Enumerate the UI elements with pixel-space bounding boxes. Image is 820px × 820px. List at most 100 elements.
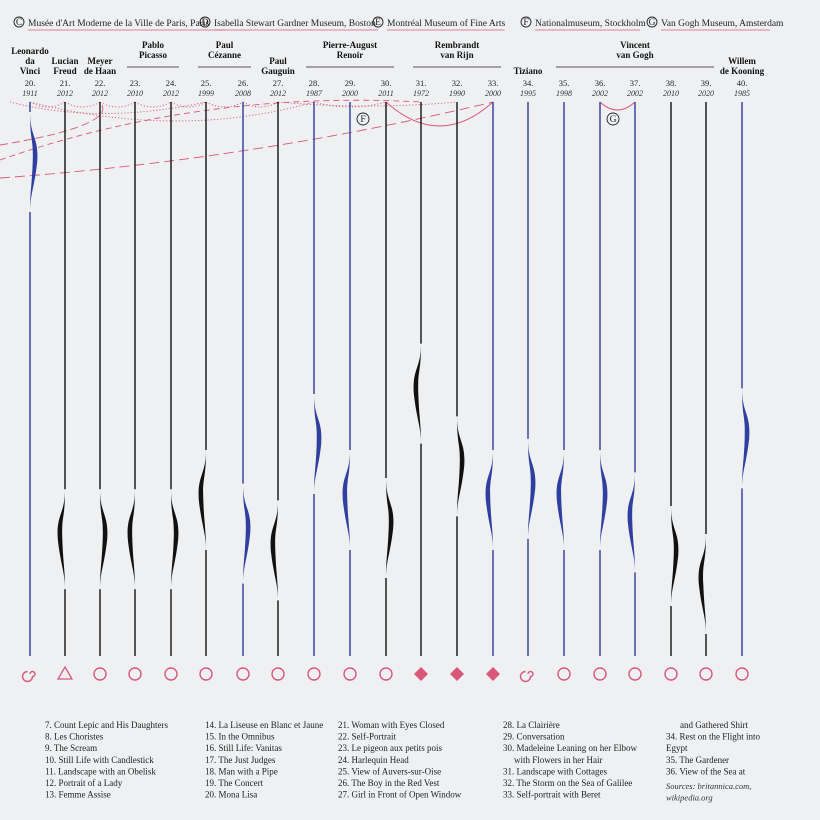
museum-marker-triangle xyxy=(56,665,74,680)
painting-list-item: 22. Self-Portrait xyxy=(338,732,396,742)
museum-marker-circle xyxy=(379,667,393,681)
painting-list-item: 14. La Liseuse en Blanc et Jaune xyxy=(205,720,323,730)
artist-name-line: Freud xyxy=(53,66,76,76)
legend-item-d: D Isabella Stewart Gardner Museum, Boston xyxy=(199,16,378,31)
dotted-link xyxy=(277,101,458,107)
museum-marker-circle xyxy=(699,667,713,681)
painting-list-item: 34. Rest on the Flight into xyxy=(666,732,761,742)
museum-marker-diamond xyxy=(486,667,500,681)
museum-marker-circle xyxy=(307,667,321,681)
legend-badge-g xyxy=(646,16,658,28)
artist-name-line: Picasso xyxy=(139,50,167,60)
dotted-link xyxy=(29,101,66,108)
theft-year: 2002 xyxy=(592,89,608,98)
museum-marker-g: G xyxy=(606,112,620,126)
artist-tiziano: Tiziano xyxy=(514,66,543,76)
museum-marker-spiral xyxy=(21,670,36,683)
painting-list-item: 7. Count Lepic and His Daughters xyxy=(45,720,168,730)
painting-column-28 xyxy=(307,102,322,681)
painting-list-item: 27. Girl in Front of Open Window xyxy=(338,790,462,800)
theft-year: 2012 xyxy=(92,89,108,98)
solid-link xyxy=(385,101,494,127)
legend-label: Van Gogh Museum, Amsterdam xyxy=(661,19,784,29)
theft-year: 2010 xyxy=(127,89,143,98)
artist-name-line: Rembrandt xyxy=(435,40,480,50)
artist-name-line: Pierre-August xyxy=(323,40,377,50)
theft-year: 1911 xyxy=(22,89,37,98)
artist-name-line: da xyxy=(25,56,35,66)
legend-letter: E xyxy=(375,18,381,28)
painting-list-item: 28. La Clairière xyxy=(503,720,560,730)
wave-shape xyxy=(198,450,206,550)
wave-shape xyxy=(386,478,394,578)
painting-list-item: 9. The Scream xyxy=(45,743,97,753)
museum-marker-diamond xyxy=(414,667,428,681)
legend-item-c: C Musée d'Art Moderne de la Ville de Pari… xyxy=(13,16,226,31)
wave-shape xyxy=(627,472,635,573)
artist-name-line: Vinci xyxy=(20,66,41,76)
museum-letter-badge xyxy=(606,112,620,126)
museum-marker-f: F xyxy=(356,112,370,126)
painting-list-item: 24. Harlequin Head xyxy=(338,755,409,765)
painting-list-item: 23. Le pigeon aux petits pois xyxy=(338,743,442,753)
painting-list-column: 14. La Liseuse en Blanc et Jaune 15. In t… xyxy=(205,720,323,800)
painting-column-30 xyxy=(379,102,394,681)
painting-list-item: 21. Woman with Eyes Closed xyxy=(338,720,445,730)
painting-column-40 xyxy=(735,102,750,681)
painting-list-item: 17. The Just Judges xyxy=(205,755,276,765)
artist-name-line: Leonardo xyxy=(11,46,49,56)
legend-label: Musée d'Art Moderne de la Ville de Paris… xyxy=(28,19,209,29)
legend-badge-e xyxy=(372,16,384,28)
theft-year: 2010 xyxy=(663,89,679,98)
painting-number: 20. xyxy=(25,78,36,88)
museum-letter-badge xyxy=(356,112,370,126)
painting-column-27 xyxy=(270,102,285,681)
painting-list-item: 10. Still Life with Candlestick xyxy=(45,755,154,765)
dotted-link xyxy=(242,101,279,108)
theft-year: 1972 xyxy=(413,89,429,98)
painting-lines xyxy=(21,102,750,683)
artist-name-line: Pablo xyxy=(142,40,165,50)
wave-shape xyxy=(556,450,564,550)
museum-marker-spiral xyxy=(519,670,534,683)
artist-name-line: Lucian xyxy=(51,56,78,66)
painting-list-item: 11. Landscape with an Obelisk xyxy=(45,766,156,776)
painting-column-31 xyxy=(413,102,428,681)
wave-shape xyxy=(30,112,38,212)
wave-shape xyxy=(342,450,350,550)
dotted-link xyxy=(99,101,136,108)
legend-badge-f xyxy=(520,16,532,28)
painting-column-33 xyxy=(485,102,500,681)
museum-marker-diamond xyxy=(450,667,464,681)
wave-shape xyxy=(127,489,135,590)
painting-list-item: 15. In the Omnibus xyxy=(205,732,275,742)
museum-connection-arcs xyxy=(0,99,636,179)
painting-list-item: 30. Madeleine Leaning on her Elbow xyxy=(503,743,637,753)
painting-list-item: 33. Self-portrait with Beret xyxy=(503,790,601,800)
artist-name-line: Cézanne xyxy=(208,50,241,60)
museum-marker-circle xyxy=(628,667,642,681)
painting-list-column: and Gathered Shirt 34. Rest on the Flight… xyxy=(666,720,761,776)
museum-marker-circle xyxy=(128,667,142,681)
wave-shape xyxy=(600,450,608,550)
painting-column-25 xyxy=(198,102,213,681)
painting-list-column: 21. Woman with Eyes Closed 22. Self-Portr… xyxy=(338,720,462,800)
legend-letter: C xyxy=(16,18,22,28)
artist-name-line: Paul xyxy=(216,40,234,50)
wave-shape xyxy=(243,483,251,584)
painting-column-38 xyxy=(664,102,679,681)
theft-year: 2012 xyxy=(270,89,286,98)
theft-year: 1995 xyxy=(520,89,536,98)
solid-link xyxy=(599,101,636,111)
painting-column-36 xyxy=(593,102,608,681)
dotted-link xyxy=(9,101,207,114)
wave-shape xyxy=(528,438,536,539)
theft-year: 1998 xyxy=(556,89,572,98)
museum-marker-circle xyxy=(557,667,571,681)
dotted-link xyxy=(205,101,244,108)
